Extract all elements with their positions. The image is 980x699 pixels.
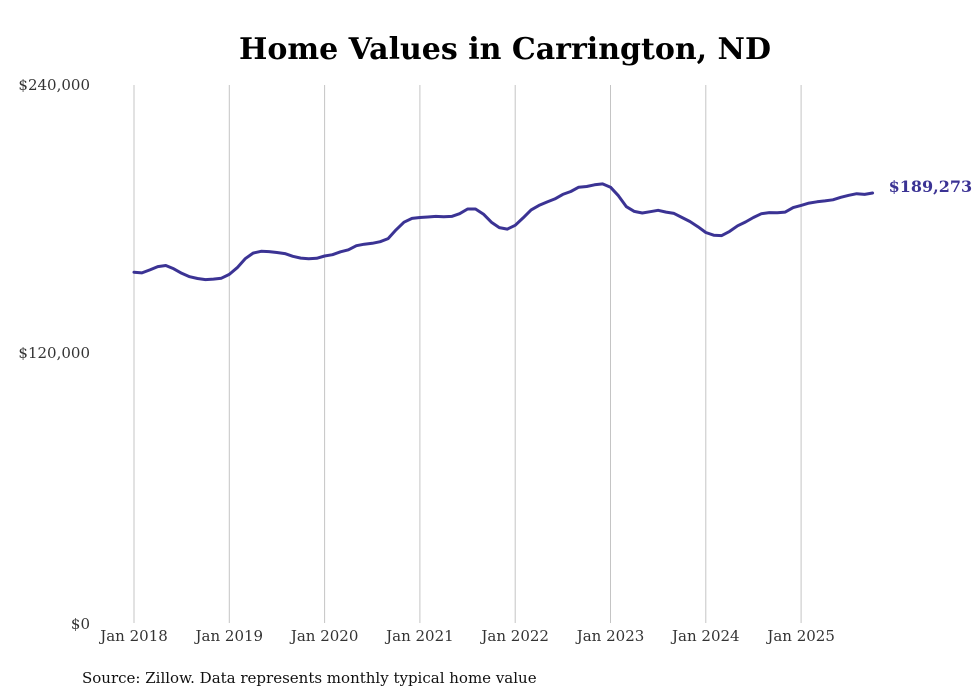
y-tick-label-mid: $120,000 bbox=[18, 344, 90, 362]
x-tick-label: Jan 2018 bbox=[98, 627, 168, 645]
x-tick-label: Jan 2021 bbox=[384, 627, 454, 645]
chart-title: Home Values in Carrington, ND bbox=[239, 32, 771, 67]
home-value-line bbox=[132, 182, 875, 282]
y-tick-label-top: $240,000 bbox=[18, 76, 90, 94]
x-tick-label: Jan 2022 bbox=[479, 627, 549, 645]
latest-value-label: $189,273 bbox=[889, 177, 973, 196]
x-tick-label: Jan 2024 bbox=[670, 627, 740, 645]
y-tick-label-bottom: $0 bbox=[71, 615, 90, 633]
gridlines bbox=[133, 85, 802, 623]
x-tick-label: Jan 2023 bbox=[575, 627, 645, 645]
x-axis-ticks: Jan 2018 Jan 2019 Jan 2020 Jan 2021 Jan 2022… bbox=[98, 627, 835, 645]
source-note: Source: Zillow. Data represents monthly … bbox=[82, 669, 537, 687]
x-tick-label: Jan 2025 bbox=[765, 627, 835, 645]
x-tick-label: Jan 2019 bbox=[194, 627, 264, 645]
x-tick-label: Jan 2020 bbox=[289, 627, 359, 645]
